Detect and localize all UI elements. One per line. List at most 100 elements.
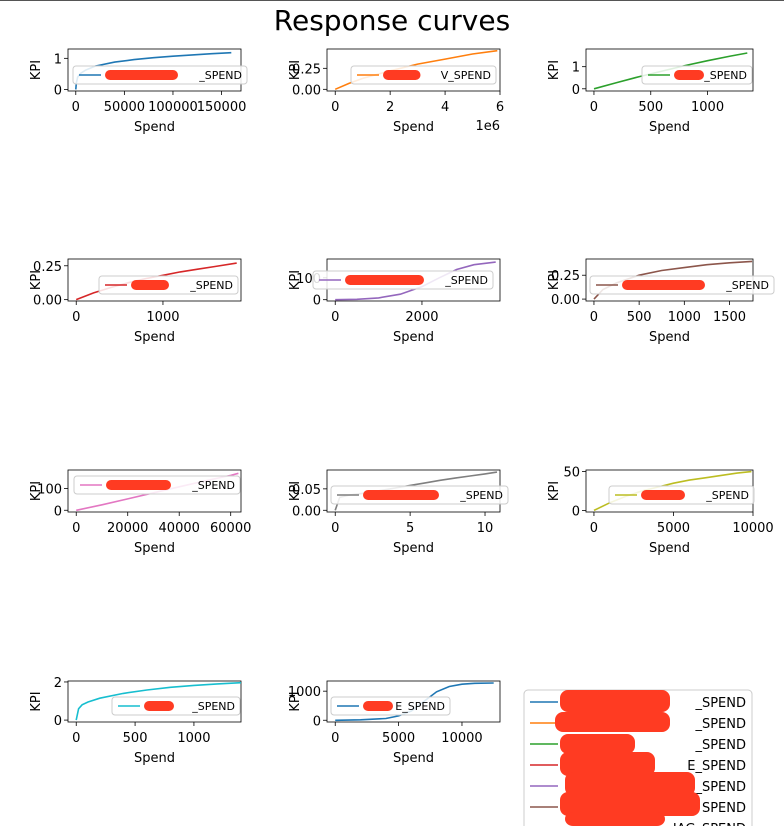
x-offset-label: 1e6: [475, 119, 500, 134]
subplot-11: 0 5000 10000 0 1000 Spend KPI E_SPEND: [288, 680, 501, 766]
y-tick-label: 2: [54, 676, 62, 691]
shared-legend-label: _SPEND: [694, 717, 746, 732]
y-axis-label: KPI: [547, 481, 562, 501]
x-tick-label: 0: [72, 521, 80, 536]
shared-legend-label: _SPEND: [694, 738, 746, 753]
x-tick-label: 1500: [713, 310, 746, 325]
series-line: [75, 681, 242, 721]
y-axis-label: KPI: [288, 60, 303, 80]
y-tick-label: 0.25: [33, 260, 62, 275]
x-tick-label: 4: [441, 100, 449, 115]
x-tick-label: 0: [331, 521, 339, 536]
redaction-mark: [363, 701, 393, 711]
y-tick-label: 0.05: [292, 483, 321, 498]
legend-label: _SPEND: [459, 489, 503, 502]
x-tick-label: 0: [72, 100, 80, 115]
x-axis-label: Spend: [649, 541, 690, 556]
x-tick-label: 0: [590, 310, 598, 325]
legend-label: _SPEND: [191, 479, 235, 492]
y-axis-label: KPI: [288, 691, 303, 711]
y-axis-label: KPI: [29, 270, 44, 290]
y-axis-label: KPI: [29, 691, 44, 711]
legend-label: _SPEND: [189, 279, 233, 292]
y-tick-label: 0: [54, 504, 62, 519]
redaction-mark: [560, 752, 655, 776]
y-tick-label: 1: [572, 61, 580, 76]
axes-frame: [67, 258, 242, 302]
redaction-mark: [144, 701, 174, 711]
x-tick-label: 500: [638, 100, 663, 115]
legend-label: _SPEND: [444, 274, 488, 287]
redaction-mark: [560, 734, 635, 754]
legend-label: E_SPEND: [395, 700, 445, 713]
axes-frame: [585, 48, 754, 92]
x-tick-label: 50000: [104, 100, 145, 115]
x-tick-label: 0: [72, 310, 80, 325]
figure-title: Response curves: [273, 4, 511, 37]
x-tick-label: 0: [331, 100, 339, 115]
y-tick-label: 0: [54, 83, 62, 98]
x-tick-label: 0: [331, 731, 339, 746]
shared-legend: _SPEND _SPEND _SPEND E_SPEND _SPEND SPEND IAG_…: [523, 689, 753, 826]
x-tick-label: 10000: [441, 731, 482, 746]
x-tick-label: 500: [627, 310, 652, 325]
x-tick-label: 1000: [146, 310, 179, 325]
x-tick-label: 10: [477, 521, 494, 536]
y-axis-label: KPI: [288, 270, 303, 290]
y-tick-label: 0: [572, 83, 580, 98]
x-tick-label: 10000: [732, 521, 773, 536]
y-tick-label: 0.00: [551, 293, 580, 308]
y-axis-label: KPI: [29, 481, 44, 501]
y-tick-label: 0.00: [33, 294, 62, 309]
y-tick-label: 0.25: [292, 62, 321, 77]
y-axis-label: KPI: [547, 60, 562, 80]
x-axis-label: Spend: [134, 330, 175, 345]
subplot-9: 0 5000 10000 0 50 Spend KPI _SPEND: [547, 466, 774, 556]
x-tick-label: 0: [590, 521, 598, 536]
legend-label: _SPEND: [705, 489, 749, 502]
x-tick-label: 5000: [382, 731, 415, 746]
subplot-2: 0 2 4 6 1e6 0.00 0.25 Spend KPI V_SPEND: [288, 48, 504, 135]
shared-legend-label: E_SPEND: [687, 759, 746, 774]
redaction-mark: [383, 70, 421, 80]
legend-label: _SPEND: [191, 700, 235, 713]
redaction-mark: [565, 772, 695, 796]
redaction-mark: [131, 280, 169, 290]
y-tick-label: 0: [313, 714, 321, 729]
x-axis-label: Spend: [393, 330, 434, 345]
y-tick-label: 50: [563, 466, 580, 481]
shared-legend-label: SPEND: [702, 801, 746, 816]
redaction-mark: [363, 490, 439, 500]
x-tick-label: 100000: [148, 100, 198, 115]
y-tick-label: 1: [54, 52, 62, 67]
redaction-mark: [674, 70, 704, 80]
y-tick-label: 100: [37, 482, 62, 497]
x-tick-label: 0: [590, 100, 598, 115]
legend-label: _SPEND: [725, 279, 769, 292]
x-tick-label: 6: [496, 100, 504, 115]
legend-box: [111, 696, 241, 716]
y-tick-label: 0.00: [292, 504, 321, 519]
redaction-mark: [555, 712, 670, 732]
y-tick-label: 1000: [288, 685, 321, 700]
x-tick-label: 150000: [197, 100, 247, 115]
subplot-3: 0 500 1000 0 1 Spend KPI _SPEND: [547, 48, 754, 135]
top-border: [0, 0, 784, 1]
x-tick-label: 5000: [657, 521, 690, 536]
y-tick-label: 0: [54, 714, 62, 729]
x-tick-label: 500: [123, 731, 148, 746]
x-axis-label: Spend: [649, 330, 690, 345]
y-axis-label: KPI: [29, 60, 44, 80]
redaction-mark: [106, 480, 171, 490]
x-tick-label: 0: [331, 310, 339, 325]
subplot-4: 0 1000 0.00 0.25 Spend KPI _SPEND: [29, 258, 242, 345]
redaction-mark: [560, 690, 670, 712]
x-tick-label: 0: [72, 731, 80, 746]
subplot-10: 0 500 1000 0 2 Spend KPI _SPEND: [29, 676, 242, 766]
redaction-mark: [105, 70, 178, 80]
axes-frame: [326, 680, 501, 723]
redaction-mark: [565, 812, 665, 826]
